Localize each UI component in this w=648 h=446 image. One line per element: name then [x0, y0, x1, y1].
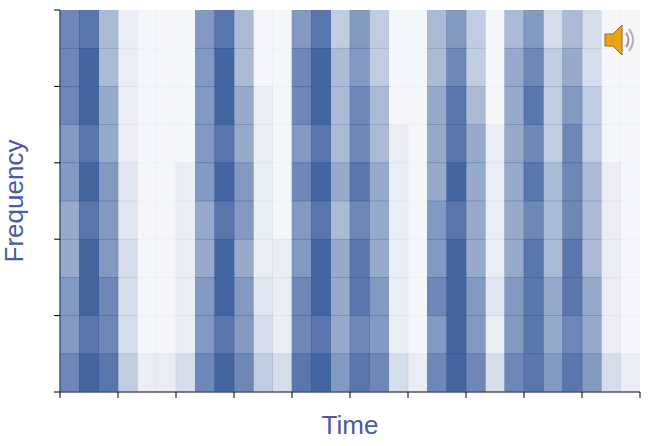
svg-text:Frequency: Frequency	[0, 140, 29, 263]
svg-text:Time: Time	[322, 410, 379, 440]
